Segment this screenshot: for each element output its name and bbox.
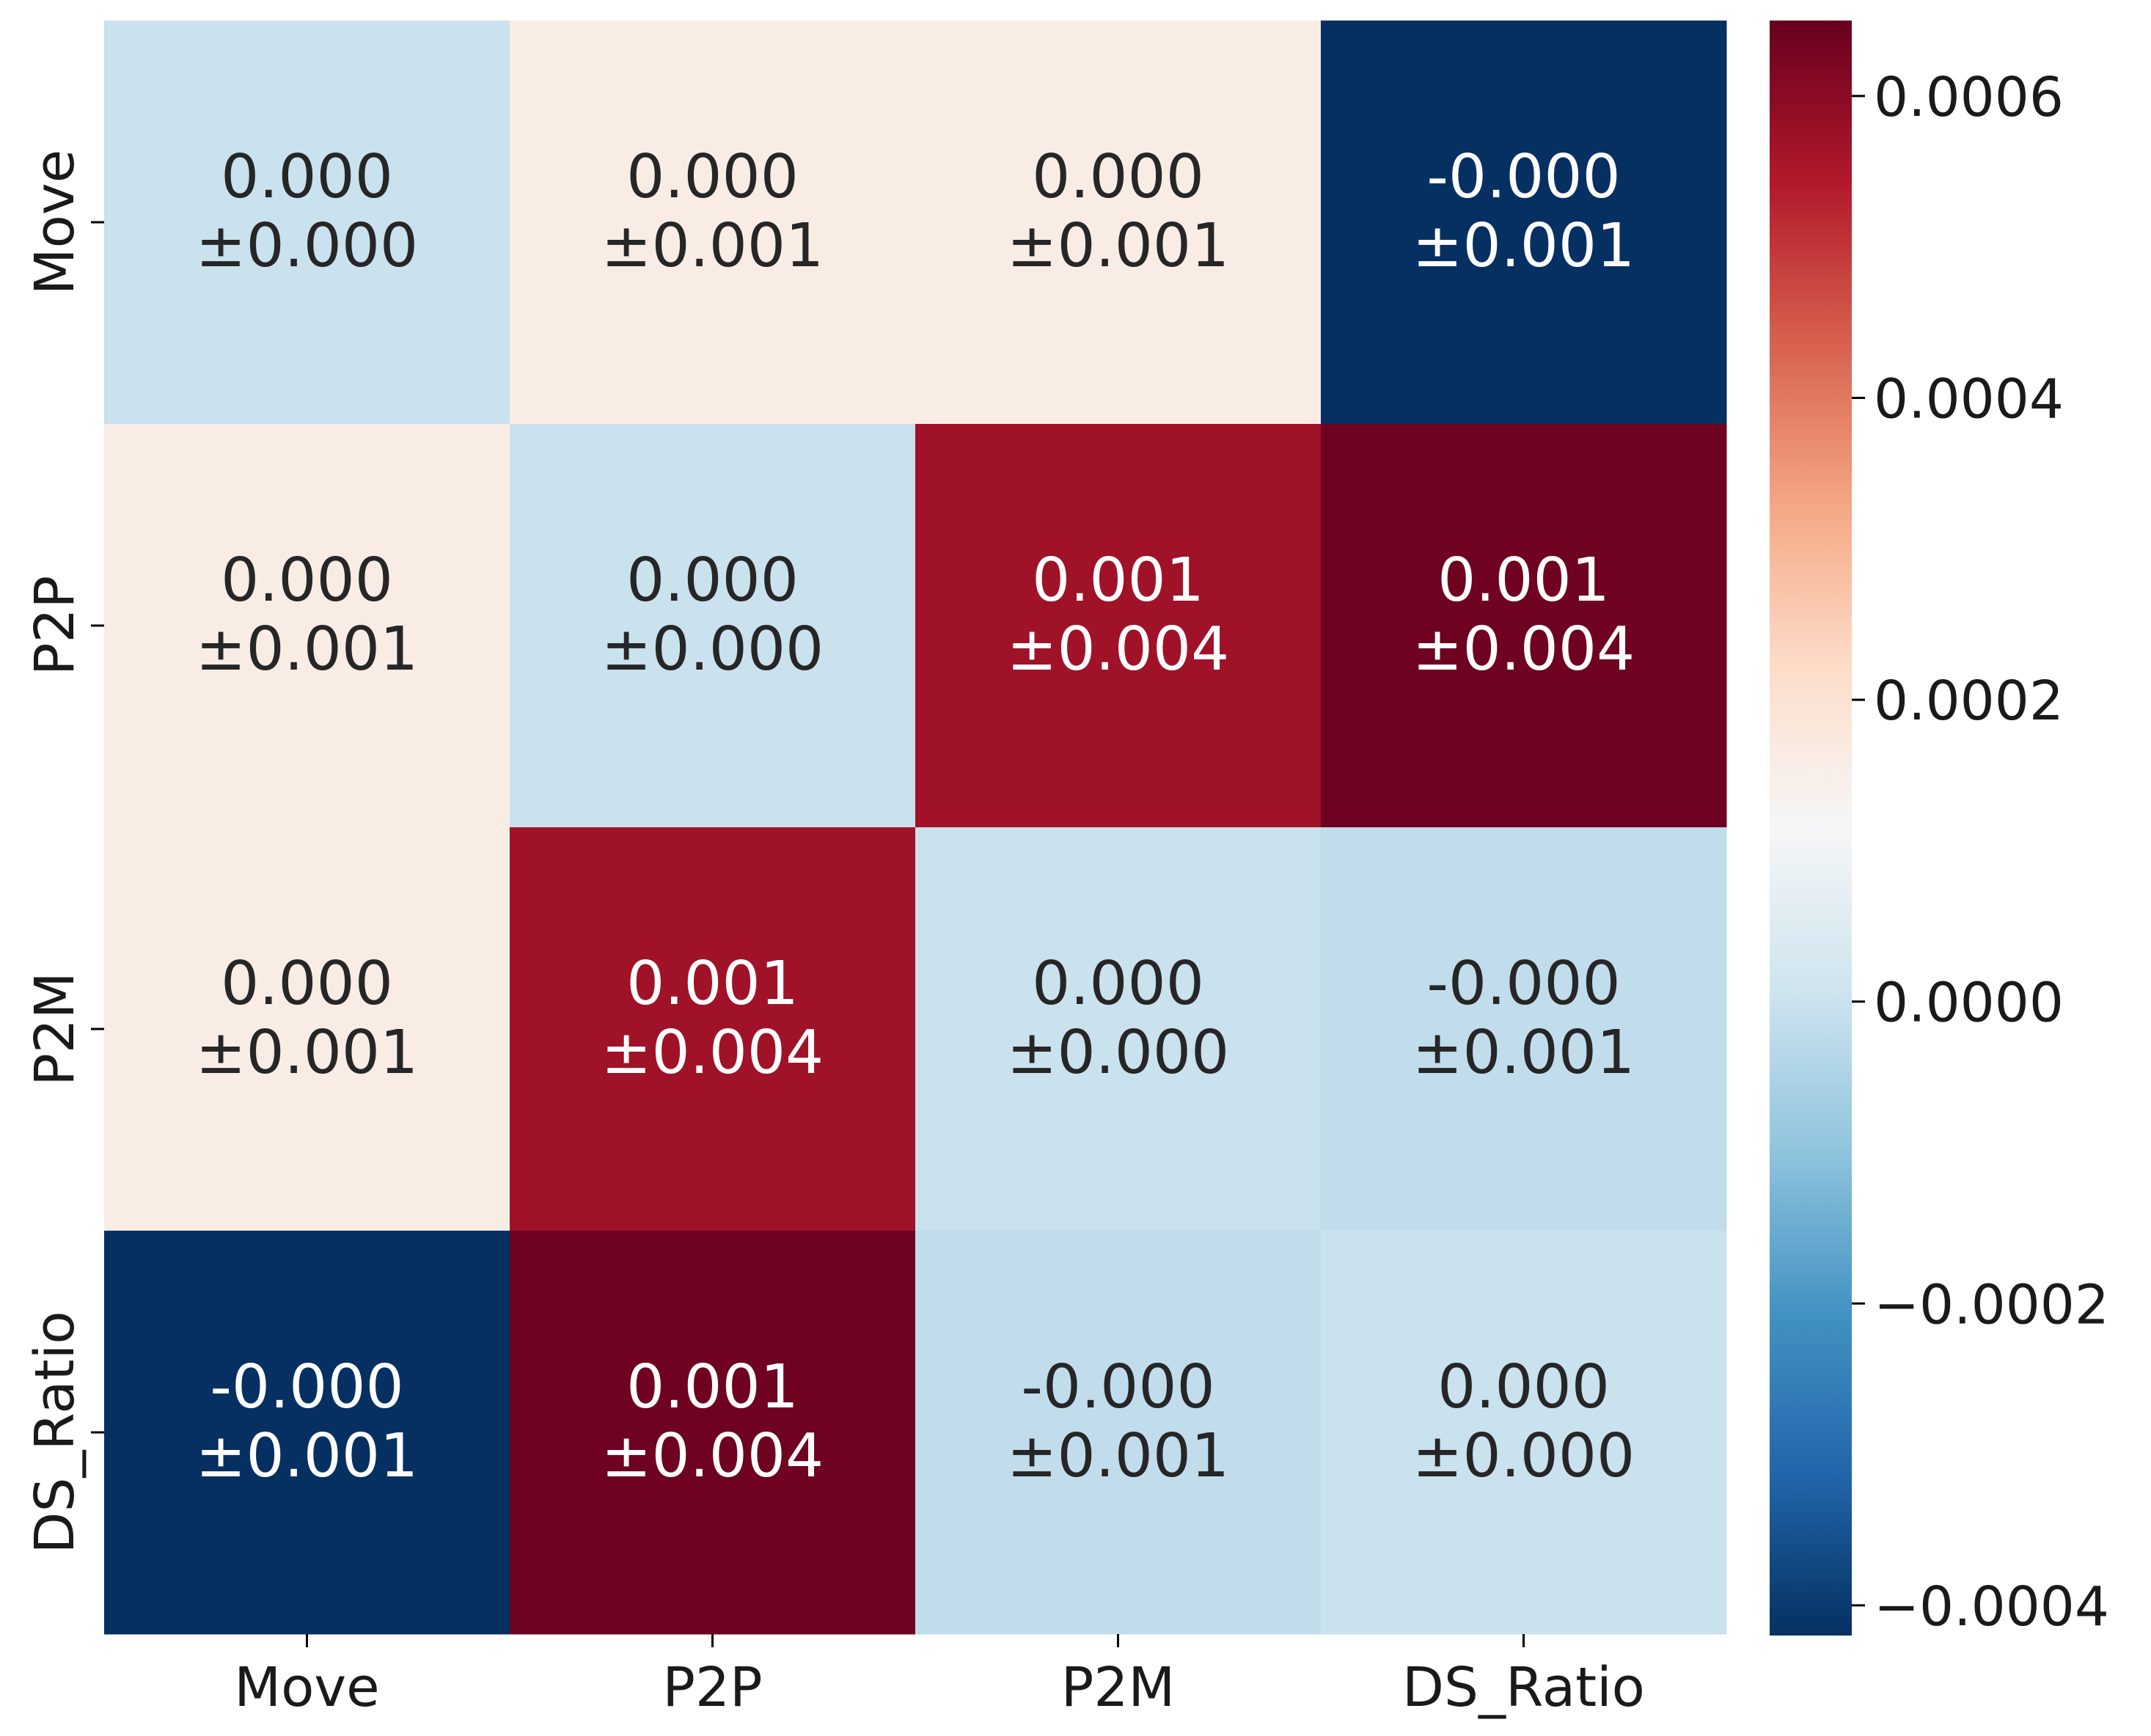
cell-std-label: ±0.004: [601, 1018, 824, 1088]
cell-std-label: ±0.000: [601, 615, 824, 684]
cell-std-label: ±0.001: [196, 1018, 418, 1088]
cell-std-label: ±0.001: [1412, 211, 1635, 281]
heatmap-cell: [915, 1231, 1322, 1635]
colorbar-tick-label: 0.0000: [1874, 972, 2064, 1035]
x-tick-label: DS_Ratio: [1402, 1656, 1645, 1719]
cell-std-label: ±0.004: [601, 1421, 824, 1491]
x-tick-label: P2P: [662, 1656, 762, 1719]
heatmap-cells: [104, 21, 1727, 1635]
heatmap-cell: [510, 424, 916, 828]
y-tick-label: Move: [23, 150, 87, 295]
cell-mean-label: 0.000: [221, 546, 393, 615]
cell-mean-label: 0.000: [626, 546, 799, 615]
heatmap-cell: [104, 1231, 510, 1635]
cell-mean-label: 0.001: [626, 1352, 799, 1422]
cell-mean-label: 0.000: [221, 949, 393, 1019]
heatmap-cell: [104, 424, 510, 828]
colorbar-tick-label: −0.0004: [1874, 1575, 2109, 1638]
cell-mean-label: -0.000: [1426, 949, 1620, 1019]
colorbar-tick-label: 0.0002: [1874, 670, 2064, 733]
colorbar-tick-label: 0.0004: [1874, 367, 2064, 431]
cell-mean-label: 0.001: [626, 949, 799, 1019]
heatmap-cell: [104, 21, 510, 425]
cell-std-label: ±0.004: [1007, 615, 1229, 684]
heatmap-cell: [1321, 827, 1727, 1231]
cell-mean-label: 0.000: [1032, 142, 1204, 212]
cell-std-label: ±0.001: [1412, 1018, 1635, 1088]
heatmap-cell: [510, 1231, 916, 1635]
cell-mean-label: -0.000: [1426, 142, 1620, 212]
colorbar-gradient: [1770, 21, 1852, 1636]
cell-std-label: ±0.004: [1412, 615, 1635, 684]
heatmap-cell: [1321, 21, 1727, 425]
cell-mean-label: 0.001: [1437, 546, 1610, 615]
colorbar: −0.0004 −0.0002 0.0000 0.0002 0.0004 0.0006: [1770, 21, 2109, 1638]
heatmap-cell: [915, 21, 1322, 425]
cell-std-label: ±0.001: [1007, 1421, 1229, 1491]
x-axis: Move P2P P2M DS_Ratio: [234, 1634, 1645, 1719]
cell-std-label: ±0.000: [1412, 1421, 1635, 1491]
cell-mean-label: -0.000: [210, 1352, 403, 1422]
cell-annotations: 0.000±0.0000.000±0.0010.000±0.001-0.000±…: [196, 142, 1635, 1491]
cell-std-label: ±0.001: [601, 211, 824, 281]
cell-mean-label: -0.000: [1021, 1352, 1214, 1422]
heatmap-cell: [1321, 1231, 1727, 1635]
cell-mean-label: 0.000: [1437, 1352, 1610, 1422]
cell-std-label: ±0.000: [196, 211, 418, 281]
y-tick-label: P2P: [23, 576, 87, 675]
colorbar-tick-label: −0.0002: [1874, 1273, 2109, 1336]
cell-mean-label: 0.000: [1032, 949, 1204, 1019]
y-tick-label: DS_Ratio: [23, 1311, 87, 1554]
heatmap-cell: [915, 424, 1322, 828]
y-axis: Move P2P P2M DS_Ratio: [23, 150, 104, 1554]
cell-std-label: ±0.001: [1007, 211, 1229, 281]
heatmap-cell: [510, 21, 916, 425]
heatmap-cell: [510, 827, 916, 1231]
cell-mean-label: 0.000: [221, 142, 393, 212]
y-tick-label: P2M: [23, 972, 87, 1086]
cell-std-label: ±0.000: [1007, 1018, 1229, 1088]
cell-std-label: ±0.001: [196, 615, 418, 684]
cell-mean-label: 0.000: [626, 142, 799, 212]
x-tick-label: P2M: [1061, 1656, 1176, 1719]
colorbar-tick-label: 0.0006: [1874, 66, 2064, 129]
heatmap-cell: [1321, 424, 1727, 828]
x-tick-label: Move: [234, 1656, 379, 1719]
heatmap-cell: [104, 827, 510, 1231]
heatmap-cell: [915, 827, 1322, 1231]
cell-std-label: ±0.001: [196, 1421, 418, 1491]
cell-mean-label: 0.001: [1032, 546, 1204, 615]
